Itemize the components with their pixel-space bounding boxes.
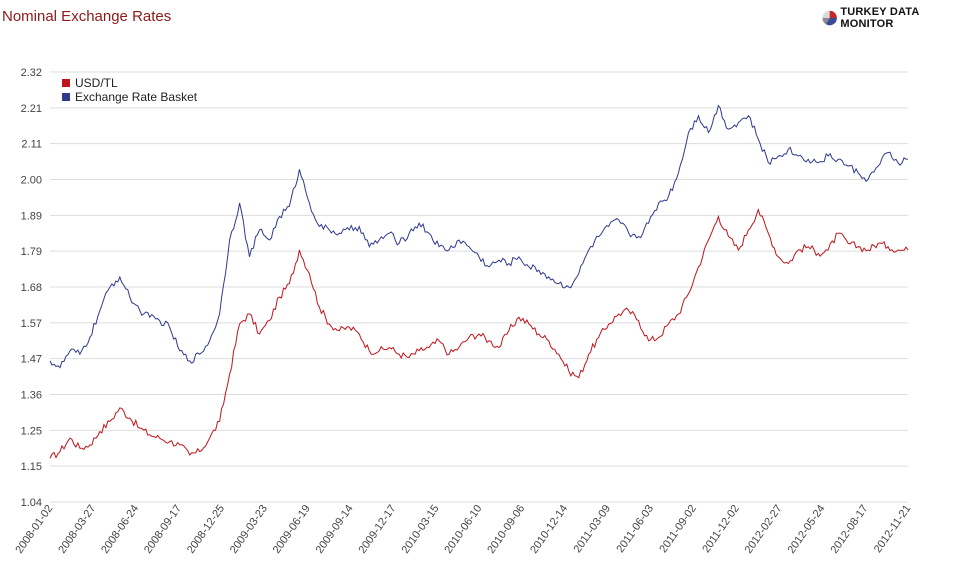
chart-title: Nominal Exchange Rates (2, 8, 172, 25)
y-tick-label: 2.00 (21, 175, 42, 187)
x-tick-label: 2011-09-02 (657, 503, 699, 555)
y-tick-label: 1.47 (21, 354, 42, 366)
legend-swatch (62, 79, 70, 87)
brand-name: TURKEY DATA MONITOR (840, 6, 920, 30)
legend-label: USD/TL (75, 76, 118, 90)
x-tick-label: 2009-12-17 (357, 503, 399, 556)
brand-logo[interactable]: TURKEY DATA MONITOR (822, 6, 970, 30)
x-tick-label: 2009-03-23 (228, 503, 270, 556)
x-tick-label: 2012-05-24 (786, 503, 828, 556)
y-tick-label: 1.15 (21, 461, 42, 473)
y-tick-label: 1.68 (21, 282, 42, 294)
y-tick-label: 1.36 (21, 390, 42, 402)
x-tick-label: 2008-12-25 (185, 503, 227, 556)
y-tick-label: 1.79 (21, 246, 42, 258)
x-tick-label: 2010-03-15 (399, 503, 441, 556)
y-axis-ticks: 1.04 1.15 1.25 1.36 1.47 1.57 1.68 1.79 1.89 2.00… (21, 67, 42, 509)
x-tick-label: 2008-03-27 (56, 503, 98, 556)
legend-swatch (62, 93, 70, 101)
x-tick-label: 2011-06-03 (614, 503, 656, 555)
x-tick-label: 2008-06-24 (99, 503, 141, 556)
x-tick-label: 2009-09-14 (314, 503, 356, 556)
y-tick-label: 1.57 (21, 318, 42, 330)
x-tick-label: 2011-12-02 (700, 503, 742, 555)
y-tick-label: 1.25 (21, 425, 42, 437)
grid-lines (50, 71, 908, 503)
x-axis-ticks: 2008-01-02 2008-03-27 2008-06-24 2008-09-17… (13, 503, 913, 556)
x-tick-label: 2012-08-17 (828, 503, 870, 556)
legend-label: Exchange Rate Basket (75, 90, 198, 104)
x-tick-label: 2010-12-14 (528, 503, 570, 556)
globe-icon (822, 10, 837, 26)
y-tick-label: 1.04 (21, 497, 42, 509)
series-lines (49, 104, 909, 459)
series-line (49, 104, 909, 369)
x-tick-label: 2008-09-17 (142, 503, 184, 556)
y-tick-label: 1.89 (21, 210, 42, 222)
x-tick-label: 2010-06-10 (442, 503, 484, 556)
x-tick-label: 2009-06-19 (271, 503, 313, 556)
series-line (49, 208, 909, 459)
x-tick-label: 2012-02-27 (743, 503, 785, 556)
y-tick-label: 2.32 (21, 67, 42, 79)
x-tick-label: 2008-01-02 (13, 503, 55, 556)
x-tick-label: 2012-11-21 (872, 503, 914, 555)
x-tick-label: 2010-09-06 (485, 503, 527, 556)
x-tick-label: 2011-03-09 (572, 503, 614, 555)
y-tick-label: 2.21 (21, 103, 42, 115)
y-tick-label: 2.11 (21, 139, 42, 151)
